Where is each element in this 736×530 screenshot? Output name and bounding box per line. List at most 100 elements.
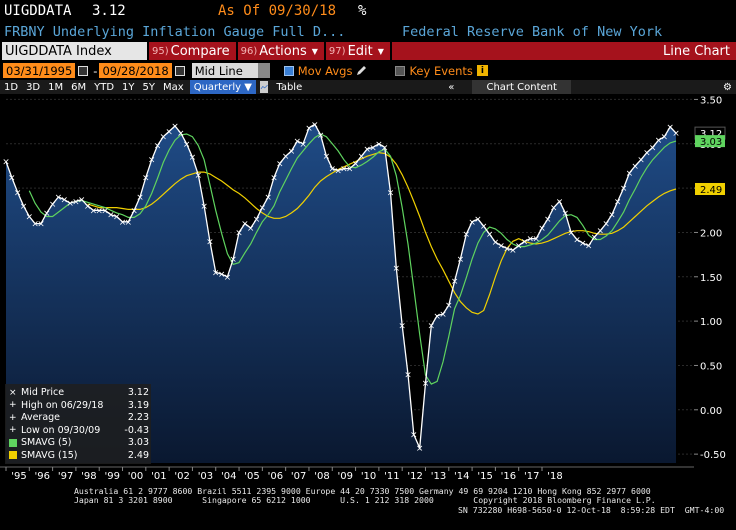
legend-value: 3.03 [127,437,149,448]
period-1y[interactable]: 1Y [122,81,135,93]
calendar-icon[interactable] [78,65,89,76]
mid-price-point: × [608,211,616,221]
mid-price-point: × [189,153,197,163]
mid-price-point: × [643,149,651,159]
legend-label: SMAVG (15) [21,449,78,461]
x-tick-label: '00 [128,471,143,482]
mid-price-point: × [468,218,476,228]
mid-price-point: × [649,143,657,153]
mid-price-point: × [614,197,622,207]
period-3d[interactable]: 3D [26,81,41,93]
end-date-input[interactable]: 09/28/2018 [99,63,172,78]
collapse-arrows-icon[interactable]: « [448,81,455,93]
calendar-icon[interactable] [174,65,185,76]
start-date-input[interactable]: 03/31/1995 [3,63,76,78]
period-max[interactable]: Max [163,81,184,93]
footer-line3: SN 732280 H698-5650-0 12-Oct-18 8:59:28 … [458,505,725,515]
x-tick-label: '12 [407,471,422,482]
mid-price-point: × [672,129,680,139]
actions-shortcut: 96) [240,45,258,57]
mid-price-point: × [154,142,162,152]
y-tick-label: 0.00 [700,406,722,417]
y-tick-label: 0.50 [700,361,722,372]
y-tick-label: 3.50 [700,95,722,106]
period-1d[interactable]: 1D [4,81,19,93]
x-tick-label: '98 [81,471,96,482]
mid-price-point: × [294,137,302,147]
as-of-date: As Of 09/30/18 [218,3,337,19]
pencil-icon[interactable] [356,65,367,76]
mid-price-point: × [655,136,663,146]
mid-price-point: × [84,202,92,212]
compare-button[interactable]: 95) Compare [149,42,236,60]
mid-price-point: × [299,140,307,150]
mid-price-point: × [620,184,628,194]
mid-price-point: × [544,215,552,225]
mid-price-point: × [66,199,74,209]
key-events-label[interactable]: Key Events [409,63,473,78]
x-tick-label: '03 [198,471,213,482]
controls-row: 03/31/1995 - 09/28/2018 Mid Line Mov Avg… [0,62,736,79]
mid-price-point: × [165,127,173,137]
last-value-text: 2.49 [700,185,722,196]
mid-price-point: × [433,312,441,322]
period-5y[interactable]: 5Y [142,81,156,93]
mid-price-point: × [61,196,69,206]
legend-item: SMAVG (5) 3.03 [9,437,149,448]
chart-type-label: Line Chart [391,42,736,60]
dropdown-arrow-icon[interactable] [257,63,270,78]
legend-marker: + [9,425,17,435]
mid-price-point: × [253,215,261,225]
mid-price-point: × [486,230,494,240]
y-tick-label: 2.00 [700,228,722,239]
chart-content-button[interactable]: Chart Content [472,80,572,94]
period-6m[interactable]: 6M [71,81,87,93]
mid-price-point: × [369,143,377,153]
mid-price-point: × [567,228,575,238]
legend-marker: + [9,400,17,410]
y-tick-label: 1.00 [700,317,722,328]
key-events-checkbox[interactable] [395,65,406,76]
legend-item: + Low on 09/30/09 -0.43 [9,425,149,436]
x-tick-label: '14 [454,471,469,482]
mid-price-point: × [352,159,360,169]
mid-price-point: × [515,242,523,252]
mid-price-point: × [562,209,570,219]
period-ytd[interactable]: YTD [94,81,115,93]
info-icon[interactable]: i [476,65,488,76]
mid-price-point: × [49,200,57,210]
gear-icon[interactable]: ⚙ [723,81,732,93]
security-header: UIGDDATA 3.12 As Of 09/30/18 % [0,0,736,22]
mid-price-point: × [404,370,412,380]
mov-avgs-label[interactable]: Mov Avgs [297,63,353,78]
legend-marker: × [9,387,17,398]
mid-price-point: × [229,255,237,265]
actions-button[interactable]: 96) Actions ▼ [237,42,324,60]
security-index-field[interactable]: UIGDDATA Index [2,42,147,60]
period-1m[interactable]: 1M [48,81,64,93]
mid-price-point: × [113,213,121,223]
mid-price-point: × [171,122,179,132]
mid-price-point: × [509,246,517,256]
mid-price-point: × [8,174,16,184]
legend-value: -0.43 [124,424,149,436]
legend-label: Low on 09/30/09 [21,424,101,436]
mid-price-point: × [538,224,546,234]
mid-price-point: × [387,189,395,199]
legend-item: SMAVG (15) 2.49 [9,450,149,461]
mid-price-point: × [480,222,488,232]
mov-avgs-checkbox[interactable] [283,65,294,76]
legend-label: High on 06/29/18 [21,399,104,411]
table-button[interactable]: Table [276,81,303,93]
legend-item: + Average 2.23 [9,412,149,423]
line-chart-icon[interactable] [259,81,269,93]
caret-down-icon: ▼ [377,46,384,56]
edit-button[interactable]: 97) Edit ▼ [325,42,390,60]
frequency-select[interactable]: Quarterly ▼ [189,80,256,94]
mid-price-point: × [579,239,587,249]
price-area [6,124,676,464]
mid-price-point: × [200,202,208,212]
price-field-select[interactable]: Mid Line [191,63,258,78]
mid-price-point: × [259,204,267,214]
mid-price-point: × [55,193,63,203]
